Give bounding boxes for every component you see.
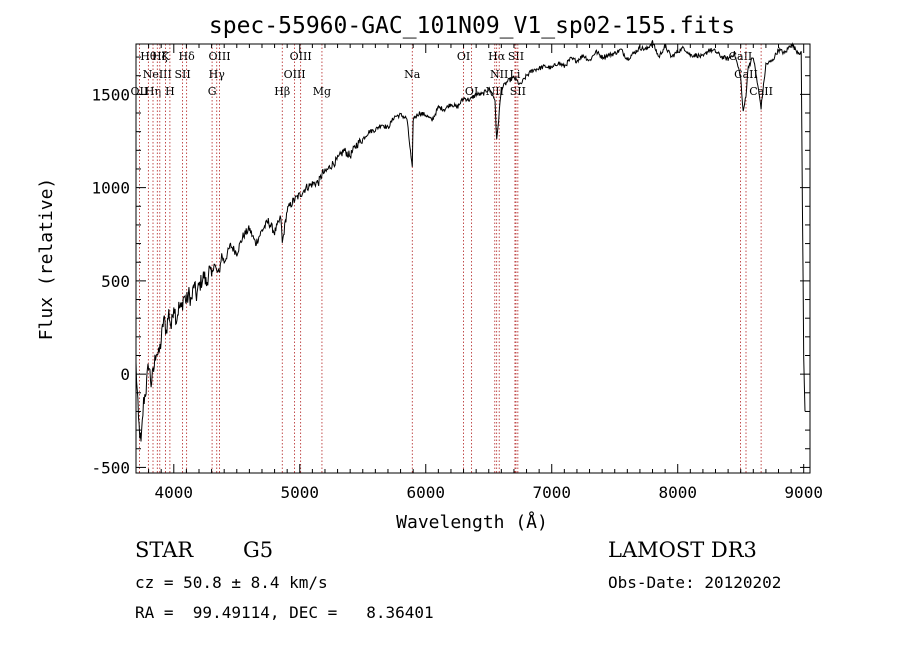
line-marker-label: SII bbox=[508, 50, 524, 63]
line-marker-label: NII bbox=[486, 85, 504, 98]
line-marker-label: Hβ bbox=[274, 85, 290, 98]
object-class: STAR bbox=[135, 538, 194, 562]
line-marker-label: K bbox=[161, 50, 170, 63]
line-marker-label: H bbox=[165, 85, 175, 98]
chart-title: spec-55960-GAC_101N09_V1_sp02-155.fits bbox=[209, 13, 735, 39]
line-marker-label: CaII bbox=[734, 68, 758, 81]
line-marker-label: OIII bbox=[284, 68, 306, 81]
x-tick-label: 6000 bbox=[406, 483, 445, 502]
line-marker-label: Hδ bbox=[179, 50, 196, 63]
x-tick-label: 8000 bbox=[658, 483, 697, 502]
line-marker-label: Hα bbox=[488, 50, 506, 63]
line-marker-label: Li bbox=[510, 68, 521, 81]
x-tick-label: 9000 bbox=[784, 483, 823, 502]
y-tick-label: 1000 bbox=[91, 179, 130, 198]
object-subclass: G5 bbox=[243, 538, 274, 562]
line-marker-label: OIII bbox=[208, 50, 230, 63]
sky-coordinates: RA = 99.49114, DEC = 8.36401 bbox=[135, 603, 434, 622]
y-axis-label: Flux (relative) bbox=[36, 178, 57, 341]
x-tick-label: 7000 bbox=[532, 483, 571, 502]
x-tick-label: 5000 bbox=[281, 483, 320, 502]
y-tick-label: -500 bbox=[91, 458, 130, 477]
plot-frame bbox=[135, 43, 811, 474]
line-marker-label: Hη bbox=[145, 85, 161, 98]
line-marker-label: Mg bbox=[313, 85, 331, 98]
line-marker-label: OI bbox=[457, 50, 470, 63]
line-marker-label: NeIII bbox=[143, 68, 172, 81]
line-marker-label: Hθ bbox=[140, 50, 157, 63]
line-marker-label: SII bbox=[174, 68, 190, 81]
spectrum-series-line bbox=[135, 40, 806, 442]
line-marker-label: OIII bbox=[290, 50, 312, 63]
y-tick-label: 1500 bbox=[91, 85, 130, 104]
survey-name: LAMOST DR3 bbox=[608, 538, 757, 562]
x-axis-label: Wavelength (Å) bbox=[396, 511, 548, 533]
line-marker-label: SII bbox=[510, 85, 526, 98]
observation-date: Obs-Date: 20120202 bbox=[608, 573, 782, 592]
line-marker-label: G bbox=[208, 85, 217, 98]
line-marker-label: NII bbox=[490, 68, 508, 81]
y-tick-label: 500 bbox=[101, 272, 130, 291]
redshift-value: cz = 50.8 ± 8.4 km/s bbox=[135, 573, 328, 592]
line-marker-label: Hζ bbox=[152, 50, 168, 63]
line-marker-label: Na bbox=[404, 68, 421, 81]
line-marker-label: CaII bbox=[749, 85, 773, 98]
line-marker-label: Hγ bbox=[209, 68, 226, 81]
x-tick-label: 4000 bbox=[155, 483, 194, 502]
y-tick-label: 0 bbox=[120, 365, 130, 384]
